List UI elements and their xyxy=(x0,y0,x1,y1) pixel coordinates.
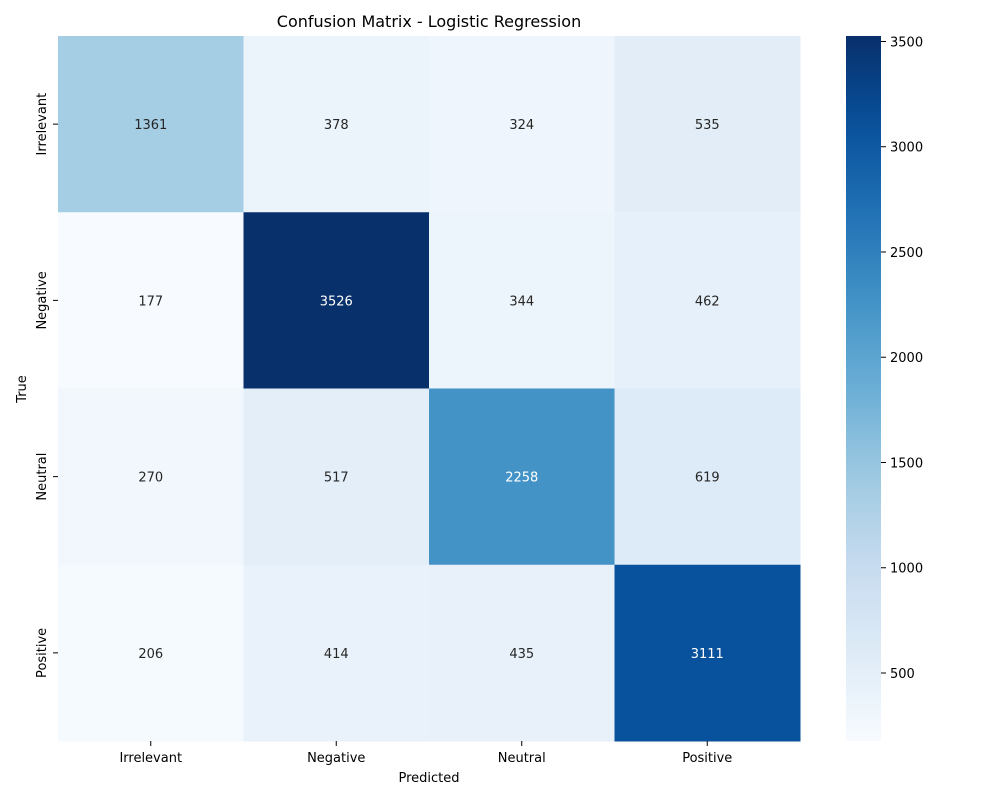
heatmap-cell xyxy=(58,388,244,566)
cell-value-label: 206 xyxy=(138,647,163,662)
x-tick-label: Irrelevant xyxy=(119,751,182,766)
heatmap-cell-labels: 1361 378 324 535 177 3526 344 462 270 517 2258 619 2… xyxy=(134,118,724,662)
y-tick-label: Negative xyxy=(35,271,50,329)
cell-value-label: 517 xyxy=(324,471,349,486)
heatmap-cell xyxy=(429,564,615,742)
colorbar-tick-label: 2000 xyxy=(890,351,923,366)
heatmap-cell xyxy=(429,212,615,389)
cell-value-label: 462 xyxy=(695,294,720,309)
colorbar: 500 1000 1500 2000 2500 3000 3500 xyxy=(846,35,923,741)
heatmap-cell xyxy=(614,36,801,213)
cell-value-label: 435 xyxy=(509,647,534,662)
cell-value-label: 2258 xyxy=(505,471,538,486)
cell-value-label: 619 xyxy=(695,471,720,486)
cell-value-label: 1361 xyxy=(134,118,167,133)
heatmap-cell xyxy=(614,388,801,566)
y-tick-label: Irrelevant xyxy=(35,93,50,156)
heatmap-cell xyxy=(58,212,244,389)
heatmap-cell xyxy=(429,388,615,566)
cell-value-label: 324 xyxy=(509,118,534,133)
heatmap-cell xyxy=(614,212,801,389)
cell-value-label: 344 xyxy=(509,294,534,309)
cell-value-label: 414 xyxy=(324,647,349,662)
colorbar-tick-label: 1000 xyxy=(890,562,923,577)
heatmap-cells xyxy=(58,36,801,742)
x-axis-label: Predicted xyxy=(398,771,459,786)
heatmap-cell xyxy=(614,564,801,742)
heatmap-cell xyxy=(243,212,430,389)
y-axis: Irrelevant Negative Neutral Positive xyxy=(35,93,58,678)
cell-value-label: 3526 xyxy=(320,294,353,309)
colorbar-tick-label: 3000 xyxy=(890,141,923,156)
heatmap-cell xyxy=(243,564,430,742)
cell-value-label: 177 xyxy=(138,294,163,309)
colorbar-gradient xyxy=(846,36,881,741)
y-axis-label: True xyxy=(15,375,30,404)
heatmap-cell xyxy=(243,36,430,213)
x-axis: Irrelevant Negative Neutral Positive xyxy=(119,741,732,766)
y-tick-label: Neutral xyxy=(35,453,50,501)
cell-value-label: 378 xyxy=(324,118,349,133)
y-tick-label: Positive xyxy=(35,628,50,678)
heatmap-cell xyxy=(243,388,430,566)
x-tick-label: Positive xyxy=(682,751,732,766)
heatmap-cell xyxy=(58,564,244,742)
colorbar-tick-label: 3500 xyxy=(890,35,923,50)
x-tick-label: Negative xyxy=(307,751,365,766)
cell-value-label: 3111 xyxy=(691,647,724,662)
cell-value-label: 270 xyxy=(138,471,163,486)
cell-value-label: 535 xyxy=(695,118,720,133)
colorbar-tick-label: 2500 xyxy=(890,246,923,261)
heatmap-cell xyxy=(58,36,244,213)
chart-title: Confusion Matrix - Logistic Regression xyxy=(277,12,581,31)
x-tick-label: Neutral xyxy=(498,751,546,766)
heatmap-cell xyxy=(429,36,615,213)
colorbar-tick-label: 500 xyxy=(890,667,915,682)
colorbar-tick-label: 1500 xyxy=(890,456,923,471)
